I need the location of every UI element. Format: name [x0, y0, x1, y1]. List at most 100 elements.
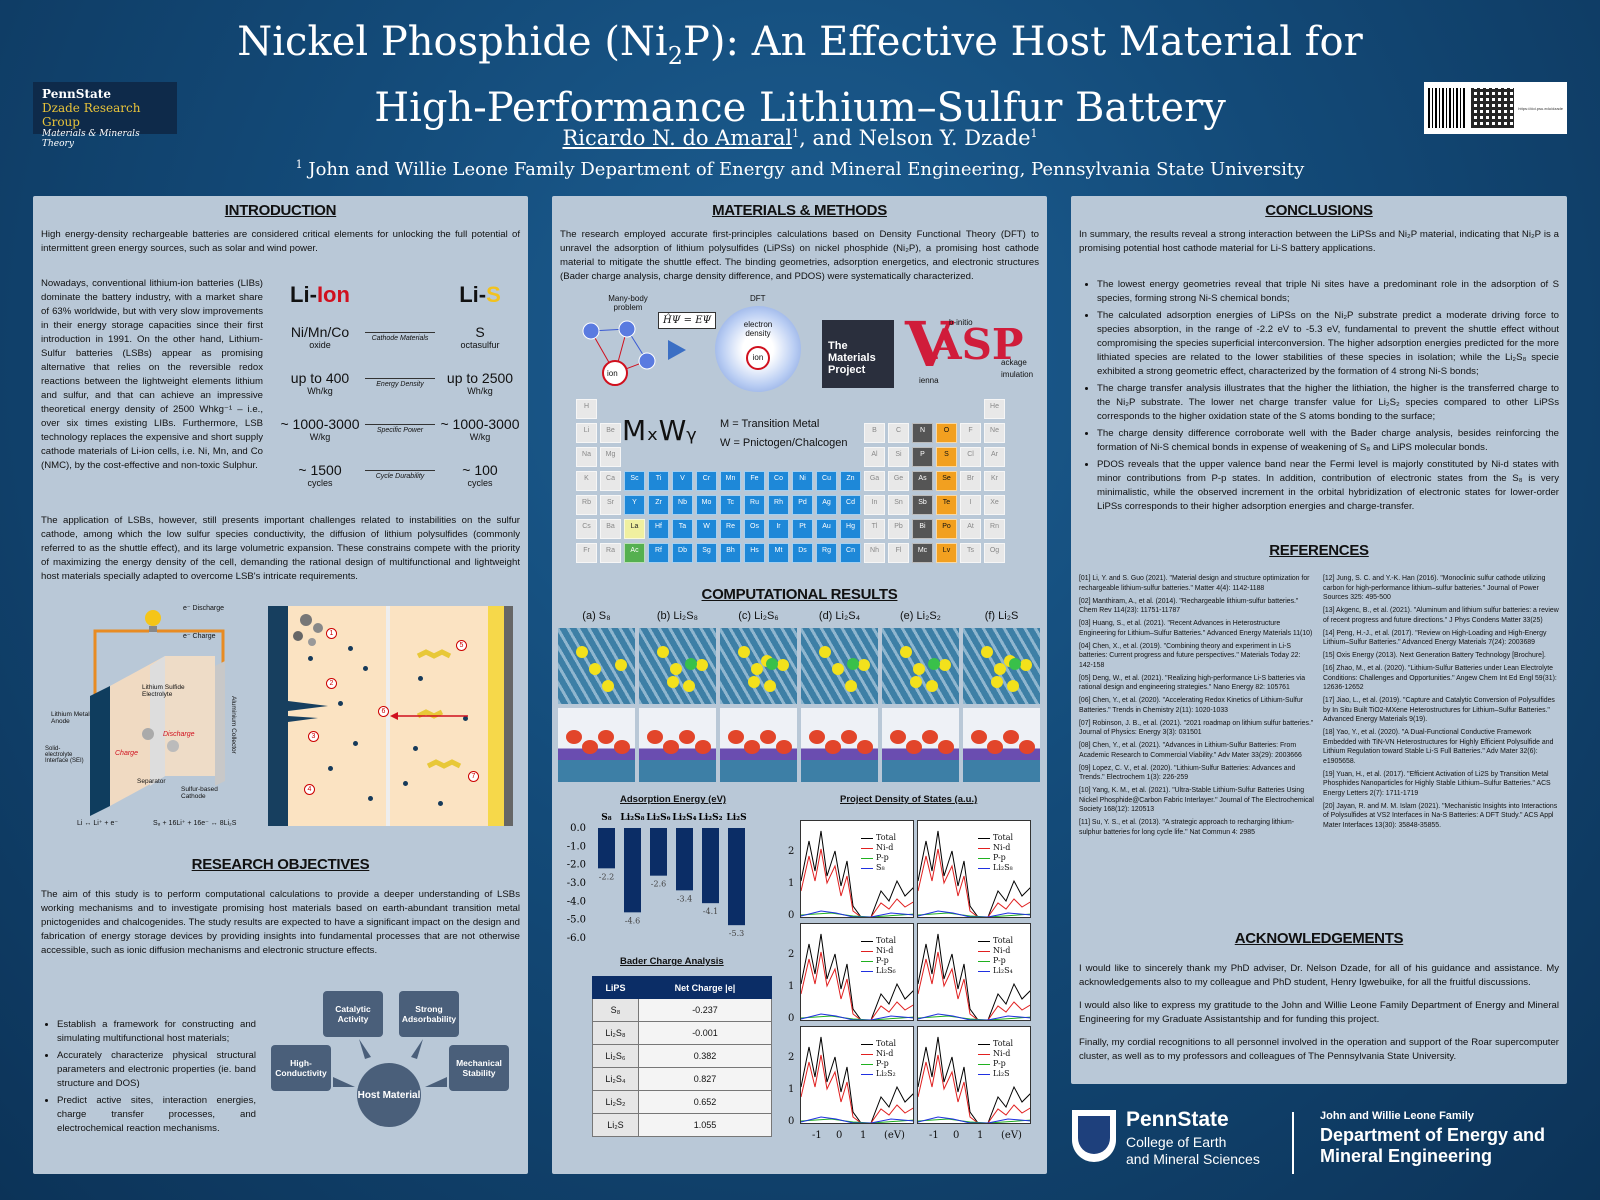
- bar-2: [650, 828, 667, 876]
- element-cd: Cd: [840, 495, 861, 515]
- pdos-title: Project Density of States (a.u.): [840, 794, 978, 805]
- element-og: Og: [984, 543, 1005, 563]
- element-rn: Rn: [984, 519, 1005, 539]
- charge-density-view: [882, 708, 959, 782]
- pdos-y-tick: 0: [788, 1013, 795, 1024]
- value-label: -5.3: [729, 929, 744, 938]
- legend-entry: Ni-d: [978, 946, 1013, 956]
- element-b: B: [864, 423, 885, 443]
- legend-entry: P-p: [861, 853, 896, 863]
- pdos-y-tick: 0: [788, 910, 795, 921]
- qr-code[interactable]: https://doi.psu.edu/dzade: [1424, 82, 1567, 134]
- pdos-x-tick: -1: [812, 1130, 822, 1141]
- element-as: As: [912, 471, 933, 491]
- element-zn: Zn: [840, 471, 861, 491]
- pdos-y-tick: 0: [788, 1116, 795, 1127]
- element-pt: Pt: [792, 519, 813, 539]
- list-item: The charge density difference corroborat…: [1097, 427, 1559, 455]
- bar-0: [598, 828, 615, 869]
- pdos-x-tick: 0: [953, 1130, 960, 1141]
- element-mg: Mg: [600, 447, 621, 467]
- legend-entry: Li₂S₆: [861, 966, 896, 976]
- element-fl: Fl: [888, 543, 909, 563]
- bader-title: Bader Charge Analysis: [620, 956, 724, 967]
- reference-item: [03] Huang, S., et al. (2021). "Recent A…: [1079, 620, 1313, 637]
- element-ac: Ac: [624, 543, 645, 563]
- legend-entry: P-p: [861, 956, 896, 966]
- element-kr: Kr: [984, 471, 1005, 491]
- element-ru: Ru: [744, 495, 765, 515]
- legend-entry: Li₂S₄: [978, 966, 1013, 976]
- li-ion-heading: Li-Ion: [290, 282, 350, 307]
- mxwy-formula: MₓWᵧ: [622, 414, 697, 447]
- element-al: Al: [864, 447, 885, 467]
- li-s-heading: Li-S: [459, 282, 501, 307]
- reference-item: [02] Manthiram, A., et al. (2014). "Rech…: [1079, 597, 1299, 615]
- element-i: I: [960, 495, 981, 515]
- vasp-logo: V ASP b-initio ackage imulation ienna: [905, 308, 1034, 385]
- legend-entry: Li₂S₂: [861, 1069, 896, 1079]
- pdos-x-tick: (eV): [884, 1130, 905, 1141]
- element-pb: Pb: [888, 519, 909, 539]
- bar-1: [624, 828, 641, 913]
- intro-paragraph-2: Nowadays, conventional lithium-ion batte…: [41, 278, 263, 471]
- legend-entry: S₈: [861, 863, 896, 873]
- logo-group: Dzade Research Group: [42, 101, 141, 129]
- charge-density-view: [963, 708, 1040, 782]
- legend-entry: P-p: [978, 956, 1013, 966]
- reference-item: [09] Lopez, C. V., et al. (2020). "Lithi…: [1079, 764, 1296, 782]
- y-tick-label: -3.0: [567, 878, 586, 889]
- element-v: V: [672, 471, 693, 491]
- element-ge: Ge: [888, 471, 909, 491]
- references-col-1: [01] Li, Y. and S. Guo (2021). "Material…: [1079, 574, 1315, 841]
- y-tick-label: 0.0: [570, 823, 586, 834]
- charge-density-view: [801, 708, 878, 782]
- comparison-row: up to 400 Wh/kg Energy Density up to 2500…: [290, 370, 514, 396]
- element-pd: Pd: [792, 495, 813, 515]
- adsorption-energy-chart: 0.0 -1.0 -2.0 -3.0 -4.0 -5.0 -6.0 S₈ -2.2 Li₂S₈ -4…: [567, 813, 747, 944]
- table-row: Li₂S 1.055: [592, 1113, 773, 1137]
- list-item: Establish a framework for constructing a…: [57, 1018, 256, 1046]
- element-tl: Tl: [864, 519, 885, 539]
- charge-density-view: [558, 708, 635, 782]
- list-item: Predict active sites, interaction energi…: [57, 1094, 256, 1136]
- pdos-x-tick: 0: [836, 1130, 843, 1141]
- element-hs: Hs: [744, 543, 765, 563]
- pdos-x-tick: -1: [929, 1130, 939, 1141]
- conclusions-panel: CONCLUSIONS In summary, the results reve…: [1071, 196, 1567, 1084]
- element-rf: Rf: [648, 543, 669, 563]
- structure-top-view: [639, 628, 716, 704]
- pdos-y-tick: 2: [788, 846, 795, 857]
- legend-entry: Li₂S: [978, 1069, 1013, 1079]
- pdos-panel: Total Ni-d P-p Li₂S: [917, 1026, 1031, 1124]
- element-mn: Mn: [720, 471, 741, 491]
- element-la: La: [624, 519, 645, 539]
- reference-item: [17] Jiao, L., et al. (2019). "Capture a…: [1323, 697, 1555, 723]
- element-po: Po: [936, 519, 957, 539]
- legend-entry: P-p: [978, 1059, 1013, 1069]
- table-row: S₈ -0.237: [592, 998, 773, 1022]
- introduction-panel: INTRODUCTION High energy-density recharg…: [33, 196, 528, 1174]
- dzade-group-logo: PennState Dzade Research Group Materials…: [33, 82, 177, 149]
- pdos-x-tick: (eV): [1001, 1130, 1022, 1141]
- methods-paragraph: The research employed accurate first-pri…: [560, 229, 1039, 282]
- element-sn: Sn: [888, 495, 909, 515]
- legend-entry: Total: [978, 936, 1013, 946]
- element-cn: Cn: [840, 543, 861, 563]
- element-si: Si: [888, 447, 909, 467]
- introduction-heading: INTRODUCTION: [224, 202, 337, 219]
- reference-item: [13] Akgenc, B., et al. (2021). "Aluminu…: [1323, 607, 1559, 624]
- pdos-panel: Total Ni-d P-p Li₂S₆: [800, 923, 914, 1021]
- structure-label: (e) Li₂S₂: [900, 610, 941, 622]
- list-item: Accurately characterize physical structu…: [57, 1049, 256, 1091]
- battery-schematic: e⁻ Discharge e⁻ Charge Lithium Metal Ano…: [45, 605, 237, 827]
- conclusions-list: The lowest energy geometries reveal that…: [1079, 278, 1559, 517]
- ack-paragraph-2: I would also like to express my gratitud…: [1079, 1000, 1559, 1025]
- y-tick-label: -6.0: [567, 933, 586, 944]
- legend-entry: Total: [861, 833, 896, 843]
- element-ta: Ta: [672, 519, 693, 539]
- element-w: W: [696, 519, 717, 539]
- structure-label: (a) S₈: [582, 610, 611, 622]
- nittany-lion-shield-icon: [1072, 1110, 1116, 1162]
